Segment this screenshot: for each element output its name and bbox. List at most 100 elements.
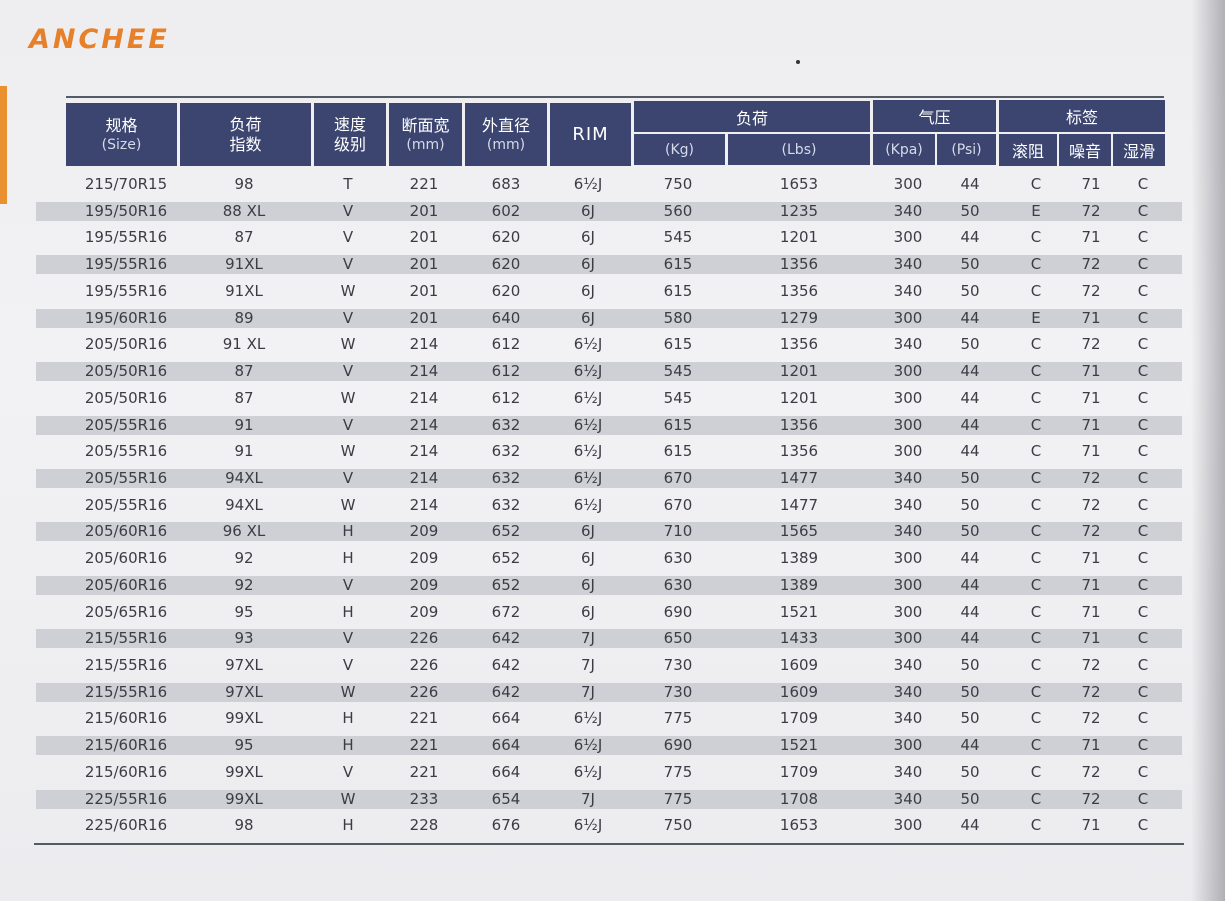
- cell-label-wet: C: [1137, 388, 1149, 407]
- cell-size: 195/55R16: [84, 281, 168, 300]
- table-row: 215/60R16 99XL V 221 664 6½J 775 1709 340 50 C 72 C: [36, 763, 1182, 782]
- cell-speed: V: [342, 762, 354, 781]
- cell-load-index: 92: [234, 575, 254, 594]
- cell-outer-diameter: 612: [491, 335, 521, 354]
- cell-outer-diameter: 664: [491, 736, 521, 755]
- cell-rim: 6½J: [573, 709, 603, 728]
- cell-pressure-psi: 50: [960, 281, 980, 300]
- header-pressure-kpa-label: (Kpa): [885, 141, 923, 158]
- cell-load-lbs: 1477: [779, 495, 819, 514]
- cell-load-kg: 750: [663, 175, 693, 193]
- cell-pressure-kpa: 340: [893, 255, 923, 274]
- cell-pressure-psi: 50: [960, 335, 980, 354]
- cell-pressure-kpa: 300: [893, 575, 923, 594]
- cell-pressure-kpa: 340: [893, 335, 923, 354]
- cell-pressure-kpa: 300: [893, 175, 923, 193]
- cell-speed: W: [340, 789, 356, 808]
- cell-pressure-psi: 50: [960, 522, 980, 541]
- cell-load-index: 91XL: [225, 255, 263, 274]
- cell-rim: 6½J: [573, 335, 603, 354]
- cell-size: 215/60R16: [84, 762, 168, 781]
- table-row: 205/55R16 94XL W 214 632 6½J 670 1477 340 50 C 72 C: [36, 496, 1182, 515]
- cell-rim: 6½J: [573, 762, 603, 781]
- cell-load-index: 95: [234, 602, 254, 621]
- cell-load-kg: 615: [663, 335, 693, 354]
- cell-section-width: 214: [409, 415, 439, 434]
- cell-label-noise: 72: [1081, 281, 1101, 300]
- cell-speed: H: [342, 602, 354, 621]
- cell-pressure-psi: 44: [960, 388, 980, 407]
- cell-pressure-psi: 44: [960, 228, 980, 247]
- cell-speed: H: [342, 522, 354, 541]
- cell-label-wet: C: [1137, 816, 1149, 835]
- header-label-wet: 湿滑: [1113, 134, 1165, 166]
- table-row: 205/50R16 91 XL W 214 612 6½J 615 1356 340 50 C 72 C: [36, 335, 1182, 354]
- header-pressure-title: 气压: [918, 108, 951, 127]
- cell-label-noise: 72: [1081, 335, 1101, 354]
- orange-edge-tab: [0, 86, 7, 204]
- cell-rim: 6½J: [573, 362, 603, 380]
- cell-section-width: 221: [409, 736, 439, 755]
- cell-load-kg: 710: [663, 522, 693, 541]
- cell-size: 205/65R16: [84, 602, 168, 621]
- table-row: 195/55R16 91XL W 201 620 6J 615 1356 340 50 C 72 C: [36, 282, 1182, 301]
- table-row: 195/60R16 89 V 201 640 6J 580 1279 300 44 E 71 C: [36, 308, 1182, 328]
- cell-load-lbs: 1709: [779, 709, 819, 728]
- cell-label-wet: C: [1137, 468, 1149, 487]
- header-pressure-kpa: (Kpa): [873, 134, 935, 165]
- table-row: 225/60R16 98 H 228 676 6½J 750 1653 300 44 C 71 C: [36, 816, 1182, 835]
- cell-load-kg: 560: [663, 201, 693, 220]
- cell-load-kg: 690: [663, 736, 693, 755]
- header-label-rolling: 滚阻: [999, 134, 1057, 166]
- header-load-kg-label: (Kg): [665, 141, 694, 158]
- cell-pressure-kpa: 300: [893, 308, 923, 327]
- cell-section-width: 201: [409, 228, 439, 247]
- cell-rim: 6½J: [573, 468, 603, 487]
- cell-label-noise: 71: [1081, 388, 1101, 407]
- cell-label-rolling: C: [1030, 522, 1042, 541]
- cell-load-kg: 615: [663, 255, 693, 274]
- cell-load-index: 91: [234, 442, 254, 461]
- cell-pressure-kpa: 300: [893, 415, 923, 434]
- table-row: 205/50R16 87 W 214 612 6½J 545 1201 300 44 C 71 C: [36, 389, 1182, 408]
- cell-load-kg: 650: [663, 629, 693, 648]
- print-speck: [796, 60, 800, 64]
- cell-outer-diameter: 676: [491, 816, 521, 835]
- cell-section-width: 214: [409, 335, 439, 354]
- header-load-lbs-label: (Lbs): [781, 141, 817, 158]
- cell-outer-diameter: 652: [491, 575, 521, 594]
- cell-load-lbs: 1609: [779, 682, 819, 701]
- cell-load-index: 93: [234, 629, 254, 648]
- header-outer-diameter-label: 外直径: [481, 115, 530, 135]
- cell-load-lbs: 1356: [779, 281, 819, 300]
- cell-load-kg: 545: [663, 388, 693, 407]
- cell-rim: 6½J: [573, 495, 603, 514]
- cell-load-lbs: 1433: [779, 629, 819, 648]
- cell-rim: 7J: [581, 629, 595, 648]
- header-size-label: 规格: [105, 115, 138, 135]
- cell-section-width: 201: [409, 255, 439, 274]
- cell-section-width: 209: [409, 575, 439, 594]
- cell-outer-diameter: 672: [491, 602, 521, 621]
- cell-size: 205/55R16: [84, 468, 168, 487]
- cell-speed: T: [343, 175, 353, 193]
- cell-load-lbs: 1201: [779, 362, 819, 380]
- cell-label-rolling: C: [1030, 549, 1042, 568]
- cell-label-noise: 72: [1081, 255, 1101, 274]
- cell-load-kg: 775: [663, 709, 693, 728]
- cell-label-rolling: C: [1030, 442, 1042, 461]
- header-label-rolling-text: 滚阻: [1011, 142, 1044, 161]
- cell-section-width: 214: [409, 388, 439, 407]
- cell-label-noise: 71: [1081, 736, 1101, 755]
- cell-rim: 6½J: [573, 736, 603, 755]
- cell-size: 225/60R16: [84, 816, 168, 835]
- cell-pressure-kpa: 340: [893, 789, 923, 808]
- cell-section-width: 209: [409, 549, 439, 568]
- cell-label-rolling: C: [1030, 281, 1042, 300]
- table-row: 195/55R16 87 V 201 620 6J 545 1201 300 44 C 71 C: [36, 228, 1182, 247]
- header-load-title: 负荷: [735, 108, 768, 128]
- cell-speed: H: [342, 816, 354, 835]
- cell-section-width: 228: [409, 816, 439, 835]
- cell-speed: W: [340, 495, 356, 514]
- table-row: 195/50R16 88 XL V 201 602 6J 560 1235 340 50 E 72 C: [36, 201, 1182, 221]
